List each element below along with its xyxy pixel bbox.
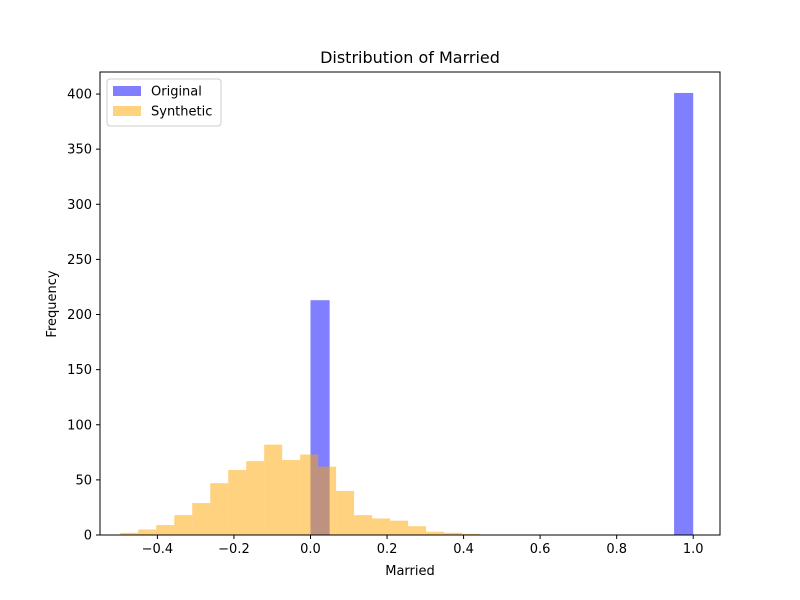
bar-synthetic-3 bbox=[174, 515, 193, 535]
legend-swatch-original bbox=[113, 86, 141, 96]
bar-synthetic-19 bbox=[462, 533, 481, 535]
y-axis-label: Frequency bbox=[45, 270, 60, 337]
bar-synthetic-6 bbox=[228, 469, 247, 535]
bar-synthetic-8 bbox=[264, 444, 283, 535]
y-tick-label: 300 bbox=[67, 198, 92, 213]
x-axis: −0.4 −0.2 0.0 0.2 0.4 0.6 0.8 1.0 bbox=[142, 535, 704, 557]
bar-synthetic-14 bbox=[372, 518, 391, 535]
x-tick-label: −0.2 bbox=[218, 542, 250, 557]
bar-synthetic-13 bbox=[354, 515, 373, 535]
chart-title: Distribution of Married bbox=[320, 48, 500, 67]
bar-synthetic-11 bbox=[318, 466, 337, 535]
y-tick-label: 350 bbox=[67, 143, 92, 158]
x-tick-label: −0.4 bbox=[142, 542, 174, 557]
bar-synthetic-12 bbox=[336, 490, 355, 535]
x-tick-label: 0.2 bbox=[377, 542, 398, 557]
y-tick-label: 250 bbox=[67, 253, 92, 268]
bar-synthetic-17 bbox=[426, 531, 445, 535]
bar-synthetic-0 bbox=[120, 532, 139, 535]
bar-original-1 bbox=[674, 92, 694, 535]
x-tick-label: 0.6 bbox=[530, 542, 551, 557]
plot-frame bbox=[99, 71, 721, 536]
bar-synthetic-5 bbox=[210, 483, 229, 535]
x-tick-label: 1.0 bbox=[683, 542, 704, 557]
bar-synthetic-16 bbox=[408, 526, 427, 535]
y-axis: 0 50 100 150 200 250 300 350 400 bbox=[67, 88, 100, 544]
bar-synthetic-9 bbox=[282, 460, 301, 535]
y-tick-label: 0 bbox=[84, 529, 92, 544]
bar-synthetic-18 bbox=[444, 532, 463, 535]
bar-synthetic-4 bbox=[192, 503, 211, 535]
bar-synthetic-7 bbox=[246, 461, 265, 535]
series-synthetic-bars bbox=[120, 444, 481, 535]
bar-synthetic-2 bbox=[156, 525, 175, 535]
x-tick-label: 0.8 bbox=[606, 542, 627, 557]
y-tick-label: 100 bbox=[67, 418, 92, 433]
x-tick-label: 0.0 bbox=[300, 542, 321, 557]
y-tick-label: 200 bbox=[67, 308, 92, 323]
legend: Original Synthetic bbox=[106, 78, 222, 127]
legend-label-original: Original bbox=[151, 85, 202, 100]
legend-swatch-synthetic bbox=[113, 106, 141, 116]
x-tick-label: 0.4 bbox=[453, 542, 474, 557]
legend-label-synthetic: Synthetic bbox=[151, 105, 212, 120]
bar-synthetic-10 bbox=[300, 454, 319, 535]
x-axis-label: Married bbox=[385, 564, 435, 579]
y-tick-label: 50 bbox=[75, 473, 92, 488]
bars-layer bbox=[120, 92, 694, 535]
bar-synthetic-1 bbox=[138, 529, 157, 535]
y-tick-label: 150 bbox=[67, 363, 92, 378]
bar-synthetic-15 bbox=[390, 520, 409, 535]
y-tick-label: 400 bbox=[67, 88, 92, 103]
